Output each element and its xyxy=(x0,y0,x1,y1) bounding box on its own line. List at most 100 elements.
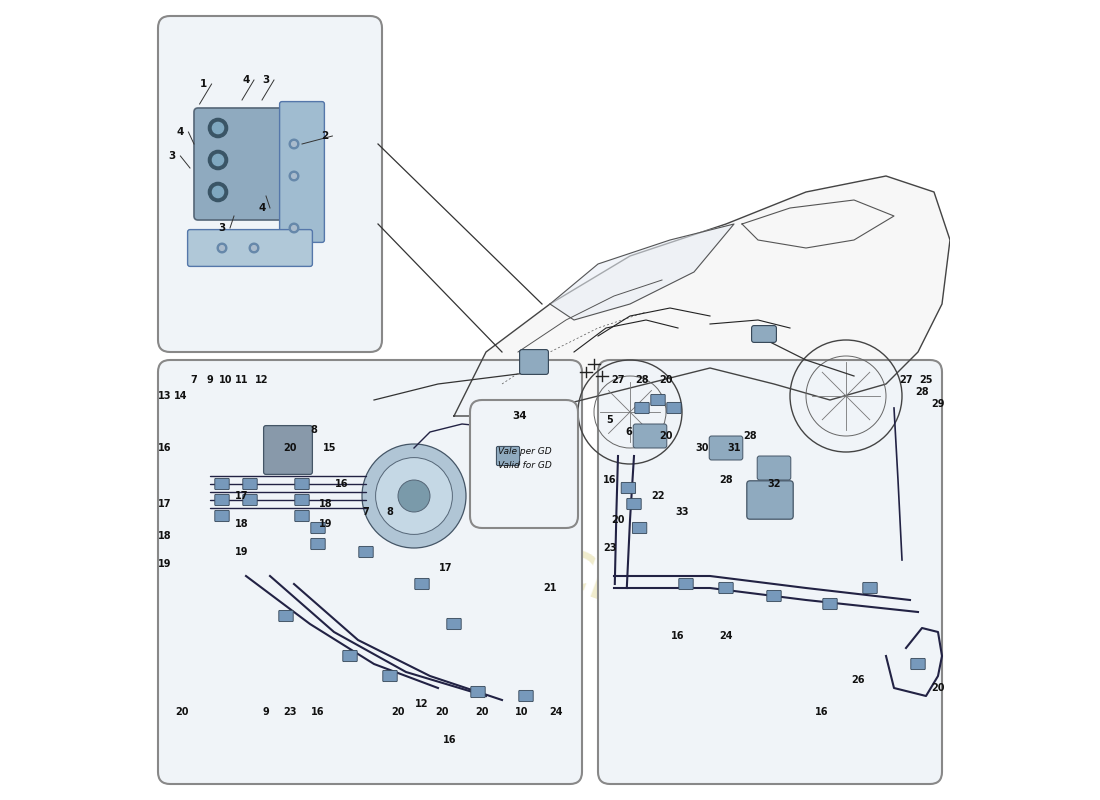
Text: 4: 4 xyxy=(258,203,266,213)
FancyBboxPatch shape xyxy=(747,481,793,519)
Text: 31: 31 xyxy=(727,443,740,453)
Text: 20: 20 xyxy=(392,707,405,717)
Text: 10: 10 xyxy=(515,707,529,717)
FancyBboxPatch shape xyxy=(295,478,309,490)
Text: 16: 16 xyxy=(157,443,172,453)
Circle shape xyxy=(292,226,296,230)
Text: Valid for GD: Valid for GD xyxy=(497,461,551,470)
Text: 23: 23 xyxy=(284,707,297,717)
Text: 12: 12 xyxy=(255,375,268,385)
Text: 17: 17 xyxy=(235,491,249,501)
Text: 9: 9 xyxy=(207,375,213,385)
Text: 3: 3 xyxy=(219,223,225,233)
Text: 28: 28 xyxy=(635,375,649,385)
Text: 33: 33 xyxy=(675,507,689,517)
Text: 25: 25 xyxy=(920,375,933,385)
Text: 8: 8 xyxy=(310,426,318,435)
FancyBboxPatch shape xyxy=(158,16,382,352)
Text: 26: 26 xyxy=(851,675,865,685)
Text: 1: 1 xyxy=(200,79,207,89)
Text: 2: 2 xyxy=(321,131,328,141)
Circle shape xyxy=(250,243,258,253)
Text: 20: 20 xyxy=(659,375,673,385)
Text: 24: 24 xyxy=(550,707,563,717)
Circle shape xyxy=(292,174,296,178)
FancyBboxPatch shape xyxy=(243,494,257,506)
Text: 6: 6 xyxy=(625,427,631,437)
Text: 20: 20 xyxy=(475,707,488,717)
FancyBboxPatch shape xyxy=(278,610,294,622)
Polygon shape xyxy=(454,176,950,416)
Circle shape xyxy=(217,243,227,253)
Text: 7: 7 xyxy=(190,375,197,385)
Text: 32: 32 xyxy=(768,479,781,489)
Circle shape xyxy=(212,186,223,198)
Text: 28: 28 xyxy=(719,475,733,485)
Text: 18: 18 xyxy=(319,499,333,509)
FancyBboxPatch shape xyxy=(194,108,290,220)
Text: 18: 18 xyxy=(157,531,172,541)
FancyBboxPatch shape xyxy=(519,690,534,702)
Text: 15: 15 xyxy=(323,443,337,453)
Text: 13: 13 xyxy=(157,391,172,401)
FancyBboxPatch shape xyxy=(862,582,877,594)
Circle shape xyxy=(220,246,224,250)
Text: 20: 20 xyxy=(284,443,297,453)
FancyBboxPatch shape xyxy=(243,478,257,490)
Text: 27: 27 xyxy=(900,375,913,385)
FancyBboxPatch shape xyxy=(311,522,326,534)
FancyBboxPatch shape xyxy=(632,522,647,534)
Circle shape xyxy=(289,223,299,233)
Text: 29: 29 xyxy=(932,399,945,409)
Text: 10: 10 xyxy=(219,375,233,385)
FancyBboxPatch shape xyxy=(447,618,461,630)
Text: 16: 16 xyxy=(815,707,828,717)
FancyBboxPatch shape xyxy=(214,494,229,506)
FancyBboxPatch shape xyxy=(823,598,837,610)
FancyBboxPatch shape xyxy=(383,670,397,682)
Text: 28: 28 xyxy=(915,387,928,397)
FancyBboxPatch shape xyxy=(651,394,666,406)
Text: 22: 22 xyxy=(651,491,664,501)
FancyBboxPatch shape xyxy=(621,482,636,494)
Text: 20: 20 xyxy=(612,515,625,525)
Text: Vale per GD: Vale per GD xyxy=(497,447,551,457)
FancyBboxPatch shape xyxy=(343,650,358,662)
Circle shape xyxy=(375,458,452,534)
Circle shape xyxy=(212,122,223,134)
Text: 14: 14 xyxy=(174,391,187,401)
FancyBboxPatch shape xyxy=(359,546,373,558)
Text: 4: 4 xyxy=(242,75,250,85)
Text: 30: 30 xyxy=(695,443,708,453)
Text: 20: 20 xyxy=(659,431,673,441)
Text: 19: 19 xyxy=(157,559,172,569)
Text: 18: 18 xyxy=(235,519,249,529)
Text: 7: 7 xyxy=(363,507,370,517)
FancyBboxPatch shape xyxy=(295,510,309,522)
Circle shape xyxy=(289,139,299,149)
Circle shape xyxy=(252,246,256,250)
Text: 20: 20 xyxy=(932,683,945,693)
FancyBboxPatch shape xyxy=(667,402,681,414)
FancyBboxPatch shape xyxy=(188,230,312,266)
Text: 16: 16 xyxy=(671,631,684,641)
Text: 16: 16 xyxy=(311,707,324,717)
FancyBboxPatch shape xyxy=(158,360,582,784)
FancyBboxPatch shape xyxy=(496,446,519,466)
Text: 3: 3 xyxy=(263,75,270,85)
Polygon shape xyxy=(550,224,734,320)
Text: 9: 9 xyxy=(263,707,270,717)
Text: 21: 21 xyxy=(543,583,557,593)
Text: 11: 11 xyxy=(235,375,249,385)
FancyBboxPatch shape xyxy=(598,360,942,784)
FancyBboxPatch shape xyxy=(295,494,309,506)
FancyBboxPatch shape xyxy=(679,578,693,590)
Text: 17: 17 xyxy=(157,499,172,509)
Text: 4: 4 xyxy=(177,127,184,137)
Circle shape xyxy=(398,480,430,512)
FancyBboxPatch shape xyxy=(767,590,781,602)
Text: 20: 20 xyxy=(436,707,449,717)
FancyBboxPatch shape xyxy=(470,400,578,528)
FancyBboxPatch shape xyxy=(471,686,485,698)
Text: 8: 8 xyxy=(386,507,394,517)
